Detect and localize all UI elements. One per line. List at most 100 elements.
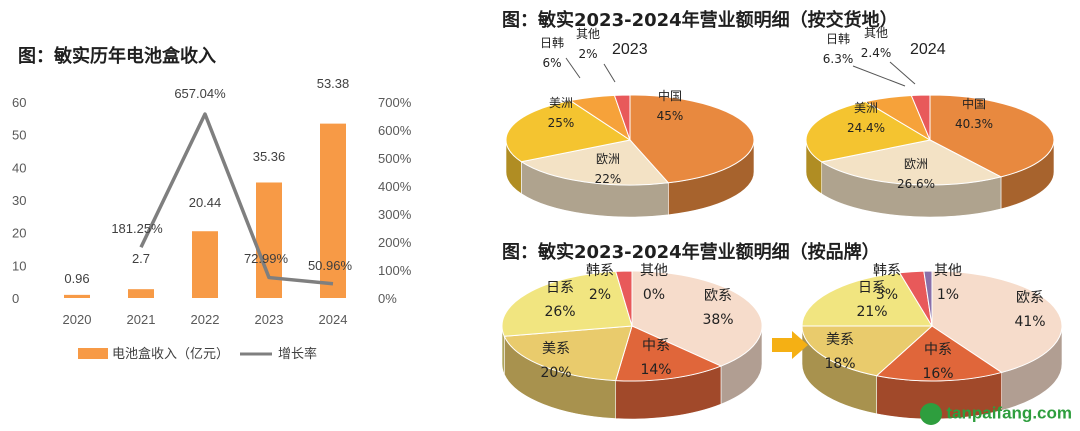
pie-label-value: 24.4% [847,121,885,135]
pie-year-label: 2023 [612,41,648,58]
pie-label-value: 1% [937,287,959,303]
pie-label-value: 0% [643,287,665,303]
bar-2024 [320,123,346,298]
y-right-tick: 200% [378,235,412,250]
pie-label-value: 14% [640,362,671,378]
pie-label-name: 日系 [546,280,574,296]
growth-value-label: 181.25% [111,221,163,236]
watermark-logo: tanpaifang.com [920,403,1072,425]
pie-label-name: 其他 [576,27,600,41]
pie-slice-美系 [503,325,633,382]
pie-slice-中系 [615,325,723,382]
pie-label-name: 日系 [858,280,886,296]
pie-label-value: 2% [589,287,611,303]
pie-label-name: 美系 [826,332,854,348]
pie-label-name: 韩系 [873,263,901,279]
pie-slice-美洲 [805,101,932,163]
pie-label-value: 2.4% [861,46,892,60]
y-right-tick: 600% [378,123,412,138]
leader-line [889,61,916,85]
pie-label-name: 中系 [924,342,952,358]
brand-pie-title: 图：敏实2023-2024年营业额明细（按品牌） [502,242,880,263]
legend-label-revenue: 电池盒收入（亿元） [112,346,229,362]
leader-line [852,65,906,87]
pie-label-value: 38% [702,312,733,328]
bar-value-label: 35.36 [253,149,286,164]
pie-slice-欧洲 [520,139,670,186]
pie-label-value: 26.6% [897,177,935,191]
pie-label-name: 欧洲 [904,157,928,171]
pie-slice-欧系 [631,270,763,367]
y-right-tick: 500% [378,151,412,166]
bar-value-label: 2.7 [132,251,150,266]
leader-line [565,57,581,79]
pie-slice-其他 [923,270,933,327]
pie-slice-中国 [629,94,755,184]
pie-label-value: 21% [856,304,887,320]
leader-line [603,63,616,83]
growth-line [139,112,334,286]
legend-swatch-revenue [78,348,108,359]
pie-label-name: 欧洲 [596,152,620,166]
pie-slice-韩系 [615,270,633,327]
pie-slice-美系 [801,325,934,377]
pie-label-name: 美洲 [854,101,878,115]
pie-label-name: 中系 [642,338,670,354]
x-tick-label: 2020 [63,312,92,327]
y-left-tick: 0 [12,291,19,306]
pie-label-name: 日韩 [540,35,564,50]
y-left-tick: 30 [12,193,26,208]
pie-label-name: 欧系 [704,288,732,304]
pie-label-value: 25% [548,116,575,130]
y-right-tick: 300% [378,207,412,222]
pie-slice-欧洲 [820,139,1003,186]
pie-label-value: 6% [542,56,561,70]
pie-label-value: 41% [1014,314,1045,330]
pie-label-value: 20% [540,365,571,381]
y-left-tick: 40 [12,160,26,175]
pie-label-name: 日韩 [826,31,850,46]
bar-2021 [128,289,154,298]
pie-slice-中系 [875,325,1003,382]
pie-label-value: 6.3% [823,52,854,66]
pie-label-value: 40.3% [955,117,993,131]
x-tick-label: 2023 [255,312,284,327]
pie-label-value: 45% [657,109,684,123]
pie-label-name: 其他 [864,26,888,40]
bar-chart-title: 图：敏实历年电池盒收入 [18,46,216,67]
pie-label-name: 中国 [658,88,682,103]
x-tick-label: 2024 [319,312,348,327]
highlight-arrow [772,331,808,359]
pie-label-value: 2% [578,47,597,61]
growth-value-label: 50.96% [308,258,353,273]
growth-value-label: 72.99% [244,251,289,266]
y-right-tick: 400% [378,179,412,194]
delivery-pie-title: 图：敏实2023-2024年营业额明细（按交货地） [502,10,898,31]
bar-2023 [256,182,282,298]
pie-label-value: 16% [922,366,953,382]
bar-value-label: 20.44 [189,195,222,210]
pie-label-value: 26% [544,304,575,320]
y-right-tick: 100% [378,263,412,278]
bar-value-label: 53.38 [317,76,350,91]
pie-label-name: 其他 [640,263,668,279]
y-left-tick: 60 [12,95,26,110]
x-tick-label: 2022 [191,312,220,327]
pie-label-value: 3% [876,287,898,303]
pie-slice-中国 [929,94,1055,178]
y-left-tick: 10 [12,258,26,273]
pie-slice-日系 [501,270,633,337]
y-left-tick: 50 [12,128,26,143]
bar-2020 [64,294,90,298]
x-tick-label: 2021 [127,312,156,327]
bar-value-label: 0.96 [64,271,89,286]
pie-label-value: 18% [824,356,855,372]
pie-slice-日系 [801,272,933,327]
pie-label-name: 美洲 [549,96,573,110]
y-right-tick: 700% [378,95,412,110]
pie-label-name: 中国 [962,96,986,111]
y-left-tick: 20 [12,226,26,241]
pie-slice-美洲 [505,100,632,163]
y-right-tick: 0% [378,291,397,306]
